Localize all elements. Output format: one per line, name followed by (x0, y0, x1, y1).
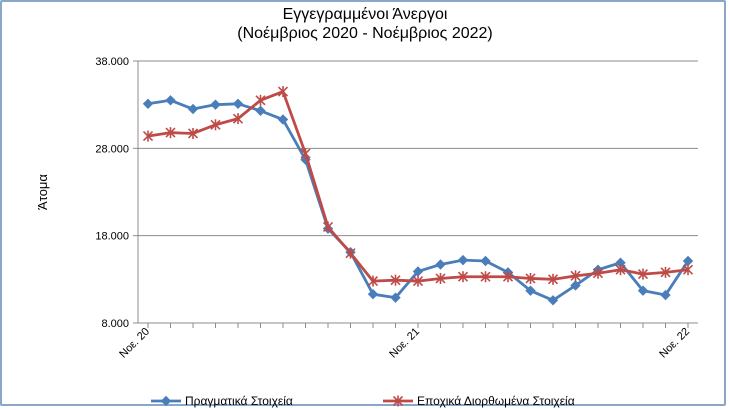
data-point-s1 (457, 254, 469, 266)
data-point-s2 (367, 275, 379, 287)
data-point-s2 (615, 264, 626, 276)
data-point-s1 (187, 103, 199, 115)
data-point-s2 (322, 221, 334, 233)
y-tick-label: 38.000 (95, 56, 129, 68)
data-point-s1 (165, 95, 176, 106)
y-tick-label: 18.000 (95, 231, 129, 243)
data-point-s1 (232, 98, 244, 110)
x-tick-label: Νοε. 22 (657, 326, 692, 361)
data-point-s2 (502, 271, 514, 283)
data-point-s1 (570, 280, 581, 291)
data-point-s2 (592, 267, 604, 279)
data-point-s2 (210, 119, 221, 131)
data-point-s2 (525, 272, 536, 284)
data-point-s2 (547, 273, 559, 285)
data-point-s2 (390, 274, 401, 286)
data-point-s1 (142, 98, 154, 110)
legend-label-2: Εποχικά Διορθωμένα Στοιχεία (417, 394, 575, 408)
data-point-s1 (435, 259, 446, 270)
data-point-s2 (187, 127, 199, 139)
legend-marker-2 (392, 395, 404, 407)
data-point-s2 (570, 270, 581, 282)
data-point-s2 (345, 247, 356, 259)
y-tick-label: 8.000 (101, 318, 129, 330)
data-point-s1 (660, 289, 671, 301)
x-tick-label: Νοε. 20 (117, 326, 152, 361)
chart-subtitle: (Νοέμβριος 2020 - Νοέμβριος 2022) (237, 25, 493, 42)
data-point-s1 (255, 105, 266, 116)
data-point-s2 (457, 271, 469, 283)
data-point-s2 (277, 86, 289, 98)
legend-marker-1 (160, 395, 172, 407)
data-point-s1 (210, 99, 221, 110)
legend-label-1: Πραγματικά Στοιχεία (185, 394, 293, 408)
chart-title: Εγγεγραμμένοι Άνεργοι (282, 6, 448, 23)
data-point-s1 (637, 285, 649, 296)
data-point-s2 (300, 148, 311, 160)
data-point-s2 (637, 268, 649, 280)
data-point-s1 (390, 292, 401, 303)
y-axis-label: Άτομα (35, 174, 50, 210)
data-point-s2 (232, 113, 244, 125)
data-point-s2 (142, 130, 154, 142)
series-line-2 (147, 90, 689, 283)
data-point-s1 (277, 114, 289, 125)
data-point-s2 (412, 275, 424, 287)
data-point-s1 (525, 285, 536, 296)
data-point-s2 (165, 127, 176, 139)
data-point-s1 (547, 295, 559, 306)
data-point-s1 (480, 255, 491, 267)
x-tick-label: Νοε. 21 (387, 326, 422, 361)
data-point-s2 (682, 264, 694, 276)
data-point-s2 (255, 94, 266, 106)
data-point-s2 (435, 272, 446, 284)
data-point-s2 (480, 271, 491, 283)
y-tick-label: 28.000 (95, 143, 129, 155)
data-point-s1 (367, 288, 379, 300)
data-point-s2 (660, 266, 671, 278)
